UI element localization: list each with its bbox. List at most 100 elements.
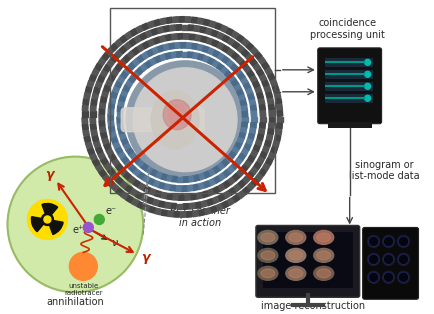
Circle shape [383,236,395,247]
Bar [197,18,204,24]
Bar [240,61,247,68]
Bar [82,105,88,111]
Bar [197,173,205,180]
Bar [197,183,204,190]
Bar [138,183,145,190]
Bar [135,192,142,199]
Bar [237,181,245,188]
Bar [246,54,253,62]
Bar [272,85,279,92]
Bar [242,187,250,195]
Bar [207,38,213,45]
Bar [89,74,96,81]
Bar [108,73,116,81]
Bar [260,123,266,129]
Bar [109,97,116,103]
Bar [110,43,118,51]
Circle shape [398,236,410,247]
Text: γ: γ [45,168,54,181]
Bar [227,166,234,174]
Bar [164,202,171,208]
Ellipse shape [261,251,275,260]
Bar [150,58,157,65]
Bar [115,188,123,195]
Text: ν: ν [112,238,118,248]
Circle shape [385,237,393,246]
Circle shape [385,255,393,263]
Bar [111,172,119,180]
Bar [268,153,275,160]
Bar [227,198,234,206]
Bar [225,71,233,78]
Bar [249,100,256,106]
Bar [266,135,273,141]
Bar [111,91,118,98]
Wedge shape [47,219,63,235]
Bar [129,38,137,46]
Ellipse shape [317,251,331,260]
Bar [103,64,111,72]
Bar [231,79,239,87]
Bar [257,157,264,164]
Bar [211,30,218,37]
Bar [166,193,172,200]
Bar [212,187,220,194]
Bar [111,54,118,62]
Circle shape [94,214,104,225]
Bar [207,189,214,196]
Ellipse shape [261,269,275,278]
Bar [262,146,269,153]
Bar [268,129,274,135]
Bar [117,117,123,123]
Bar [227,60,234,68]
Bar [170,185,175,191]
Bar [112,158,119,166]
Circle shape [365,71,371,77]
Bar [151,28,158,35]
Bar [175,186,181,191]
Bar [187,43,192,49]
Circle shape [365,95,371,101]
Bar [248,94,255,101]
Bar [142,23,149,30]
Bar [232,174,240,181]
Bar [241,39,249,46]
Bar [266,92,273,99]
Bar [184,194,190,200]
Bar [237,89,244,97]
Circle shape [398,271,410,283]
Circle shape [27,199,67,239]
Bar [84,136,91,142]
Bar [250,47,258,55]
Bar [118,151,125,159]
Bar [259,128,265,135]
Bar [108,114,114,120]
Circle shape [383,253,395,265]
Bar [217,163,224,171]
Bar [234,84,242,92]
Bar [125,160,132,168]
Bar [193,53,199,59]
Bar [123,172,131,180]
FancyBboxPatch shape [325,82,373,91]
Text: image reconstruction: image reconstruction [261,301,365,311]
Bar [180,212,186,217]
Circle shape [365,59,371,65]
Bar [172,194,178,200]
Ellipse shape [286,266,306,280]
Bar [240,165,248,173]
Bar [152,180,160,187]
Bar [108,125,115,132]
Bar [129,151,136,159]
Ellipse shape [314,266,334,280]
Bar [99,102,105,108]
Bar [100,132,107,138]
Bar [99,108,105,114]
Bar [237,35,244,42]
Bar [187,185,193,191]
Bar [217,63,224,71]
Bar [126,147,133,154]
Bar [95,81,102,88]
Bar [115,177,123,184]
Bar [154,37,161,44]
